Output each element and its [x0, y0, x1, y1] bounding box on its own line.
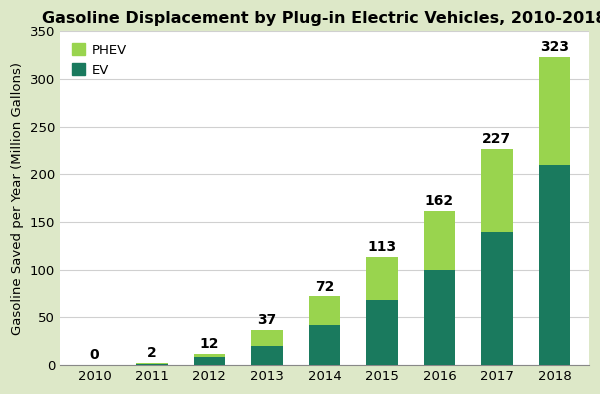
Bar [539, 57, 570, 165]
Bar [481, 232, 513, 365]
Bar [136, 363, 168, 364]
Bar [308, 296, 340, 325]
Bar [251, 330, 283, 346]
Bar [308, 325, 340, 365]
Bar [251, 346, 283, 365]
Bar [539, 165, 570, 365]
Y-axis label: Gasoline Saved per Year (Million Gallons): Gasoline Saved per Year (Million Gallons… [11, 62, 24, 335]
Bar [424, 270, 455, 365]
Legend: PHEV, EV: PHEV, EV [67, 38, 132, 82]
Text: 227: 227 [482, 132, 511, 146]
Text: 323: 323 [540, 40, 569, 54]
Text: 162: 162 [425, 194, 454, 208]
Text: 2: 2 [147, 346, 157, 360]
Bar [194, 357, 225, 365]
Title: Gasoline Displacement by Plug-in Electric Vehicles, 2010-2018: Gasoline Displacement by Plug-in Electri… [42, 11, 600, 26]
Bar [481, 149, 513, 232]
Bar [366, 257, 398, 300]
Text: 113: 113 [367, 240, 397, 255]
Text: 72: 72 [315, 280, 334, 294]
Text: 37: 37 [257, 313, 277, 327]
Bar [366, 300, 398, 365]
Text: 12: 12 [200, 337, 219, 351]
Bar [424, 211, 455, 270]
Bar [194, 353, 225, 357]
Text: 0: 0 [89, 348, 99, 362]
Bar [136, 364, 168, 365]
